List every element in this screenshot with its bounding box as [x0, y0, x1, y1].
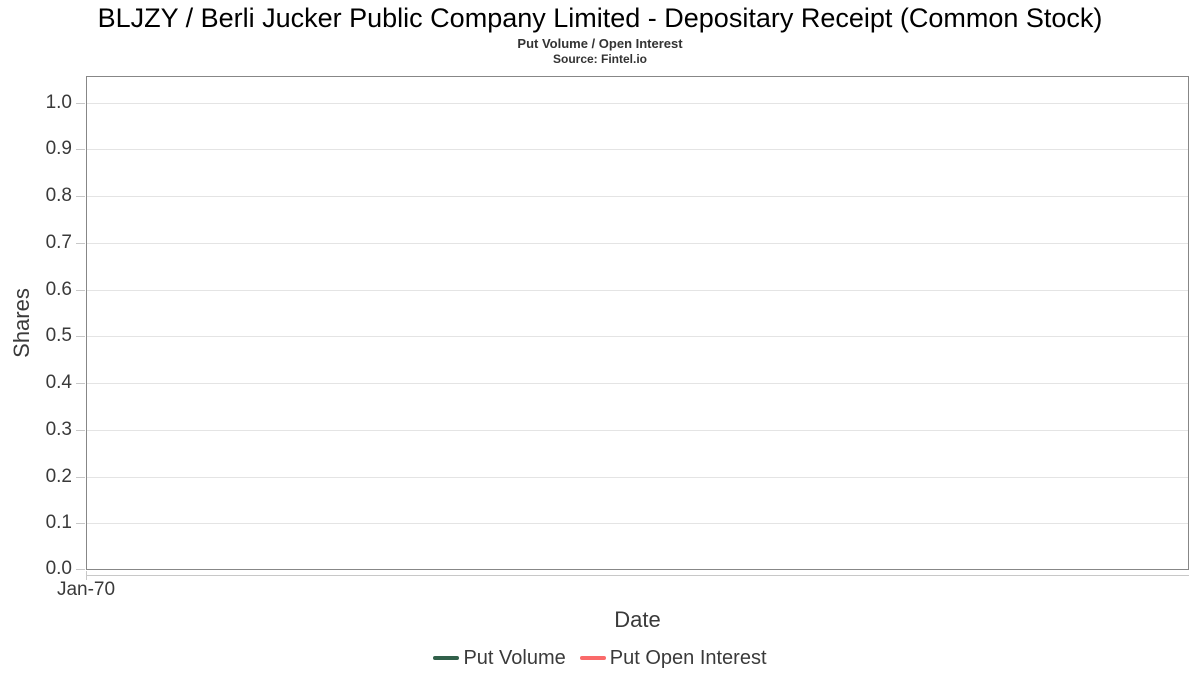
y-tick-label: 0.9 [45, 138, 72, 159]
x-tick-label: Jan-70 [56, 579, 116, 600]
x-axis-line [86, 575, 1189, 576]
y-tick-label: 0.0 [45, 558, 72, 579]
chart-source: Source: Fintel.io [552, 52, 647, 66]
y-tick-mark [76, 430, 85, 431]
y-tick-label: 0.4 [45, 372, 72, 393]
legend-label: Put Volume [463, 646, 566, 669]
y-tick-mark [76, 383, 85, 384]
y-tick-mark [76, 569, 85, 570]
legend-swatch [579, 656, 606, 660]
gridline [87, 103, 1188, 104]
y-tick-mark [76, 336, 85, 337]
gridline [87, 383, 1188, 384]
gridline [87, 243, 1188, 244]
gridline [87, 430, 1188, 431]
legend-item-put-open-interest[interactable]: Put Open Interest [579, 646, 767, 670]
y-tick-label: 0.2 [45, 466, 72, 487]
gridline [87, 290, 1188, 291]
y-tick-mark [76, 103, 85, 104]
y-tick-label: 0.8 [45, 185, 72, 206]
gridline [87, 477, 1188, 478]
y-tick-mark [76, 523, 85, 524]
legend-item-put-volume[interactable]: Put Volume [433, 646, 566, 670]
x-axis-title: Date [614, 607, 661, 632]
legend-swatch [433, 656, 460, 660]
y-tick-label: 0.1 [45, 512, 72, 533]
legend-label: Put Open Interest [609, 646, 767, 669]
chart-subtitle: Put Volume / Open Interest [517, 36, 683, 51]
y-tick-mark [76, 290, 85, 291]
y-tick-label: 0.7 [45, 232, 72, 253]
y-tick-mark [76, 477, 85, 478]
gridline [87, 149, 1188, 150]
gridline [87, 523, 1188, 524]
y-tick-label: 0.6 [45, 279, 72, 300]
y-tick-mark [76, 196, 85, 197]
legend: Put Volume Put Open Interest [0, 645, 1200, 671]
y-tick-mark [76, 243, 85, 244]
chart-title: BLJZY / Berli Jucker Public Company Limi… [97, 3, 1103, 33]
y-tick-label: 0.3 [45, 419, 72, 440]
plot-area [86, 76, 1189, 570]
y-tick-label: 0.5 [45, 325, 72, 346]
x-tick-mark [86, 571, 87, 580]
y-axis-title: Shares [9, 288, 34, 358]
y-tick-label: 1.0 [45, 92, 72, 113]
gridline [87, 336, 1188, 337]
gridline [87, 196, 1188, 197]
y-tick-mark [76, 149, 85, 150]
